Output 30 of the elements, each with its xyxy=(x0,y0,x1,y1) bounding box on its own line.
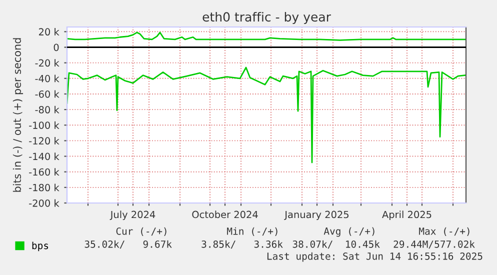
text: Avg (-/+) xyxy=(324,227,374,237)
text: 38.07k/ 10.45k xyxy=(292,240,380,249)
legend-label: bps xyxy=(32,242,48,252)
y-tick-label: -60 k xyxy=(35,90,60,98)
text: Cur (-/+) xyxy=(116,227,166,236)
line-series xyxy=(67,66,466,164)
y-tick-label: 0 xyxy=(54,44,59,52)
x-tick-label: April 2025 xyxy=(382,210,432,220)
y-tick-label: -160 k xyxy=(29,168,60,176)
chart-title: eth0 traffic - by year xyxy=(202,12,331,24)
y-tick-label: 20 k xyxy=(38,28,60,36)
y-tick-label: -20 k xyxy=(35,59,60,67)
text: 3.85k/ 3.36k xyxy=(202,240,283,249)
text: Min (-/+) xyxy=(227,227,278,236)
y-tick-label: -120 k xyxy=(29,137,60,145)
text: 29.44M/577.02k xyxy=(394,240,475,249)
line-series xyxy=(67,32,466,41)
y-tick-label: -180 k xyxy=(29,184,60,192)
y-axis-title: bits in (-) / out (+) per second xyxy=(12,38,24,192)
y-tick-label: -40 k xyxy=(35,74,60,82)
text: Max (-/+) xyxy=(419,227,470,236)
y-tick-label: -80 k xyxy=(35,106,60,114)
text: Last update: Sat Jun 14 16:55:16 2025 xyxy=(267,252,482,262)
x-tick-label: July 2024 xyxy=(110,210,156,220)
y-tick-label: -100 k xyxy=(29,121,60,129)
x-tick-label: January 2025 xyxy=(284,210,348,220)
y-tick-label: -140 k xyxy=(29,152,60,160)
x-tick-label: October 2024 xyxy=(192,210,258,218)
text: 35.02k/ 9.67k xyxy=(84,240,172,249)
y-tick-label: -200 k xyxy=(29,199,60,207)
